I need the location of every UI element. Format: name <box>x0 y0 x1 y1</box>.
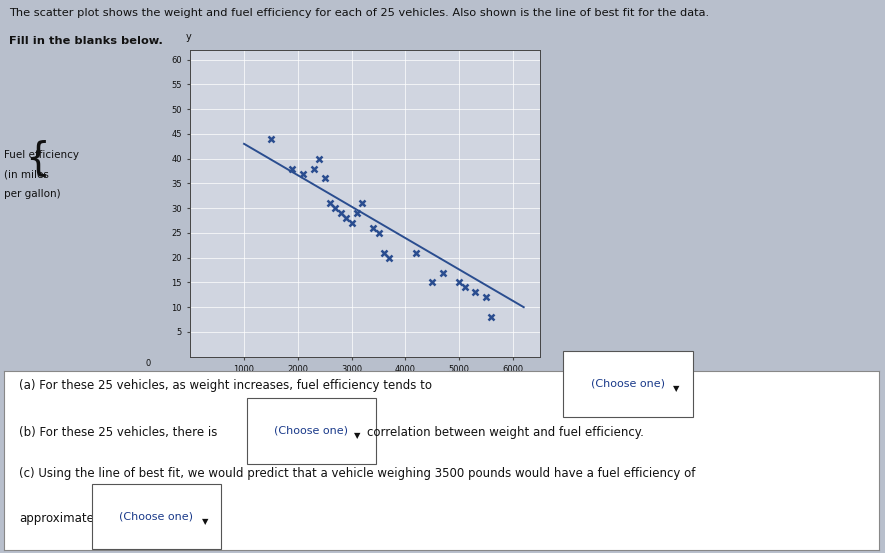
Text: approximately: approximately <box>19 512 104 525</box>
Text: The scatter plot shows the weight and fuel efficiency for each of 25 vehicles. A: The scatter plot shows the weight and fu… <box>9 8 709 18</box>
Text: 0: 0 <box>146 359 151 368</box>
Text: Fill in the blanks below.: Fill in the blanks below. <box>9 36 163 46</box>
Text: ▼: ▼ <box>673 384 679 393</box>
Text: (in miles: (in miles <box>4 169 50 179</box>
Text: (Choose one): (Choose one) <box>119 512 194 521</box>
Text: (Choose one): (Choose one) <box>274 426 349 436</box>
Text: (Choose one): (Choose one) <box>591 379 666 389</box>
Text: y: y <box>186 32 191 42</box>
Text: correlation between weight and fuel efficiency.: correlation between weight and fuel effi… <box>367 426 644 439</box>
X-axis label: Weight (in pounds): Weight (in pounds) <box>316 379 414 389</box>
Text: ▼: ▼ <box>354 431 360 440</box>
Text: ▼: ▼ <box>202 517 208 526</box>
Text: {: { <box>25 139 50 176</box>
Text: x: x <box>547 378 552 388</box>
Text: (b) For these 25 vehicles, there is: (b) For these 25 vehicles, there is <box>19 426 218 439</box>
Text: Fuel efficiency: Fuel efficiency <box>4 150 80 160</box>
Text: (a) For these 25 vehicles, as weight increases, fuel efficiency tends to: (a) For these 25 vehicles, as weight inc… <box>19 379 433 392</box>
Text: per gallon): per gallon) <box>4 189 61 199</box>
Text: (c) Using the line of best fit, we would predict that a vehicle weighing 3500 po: (c) Using the line of best fit, we would… <box>19 467 696 481</box>
